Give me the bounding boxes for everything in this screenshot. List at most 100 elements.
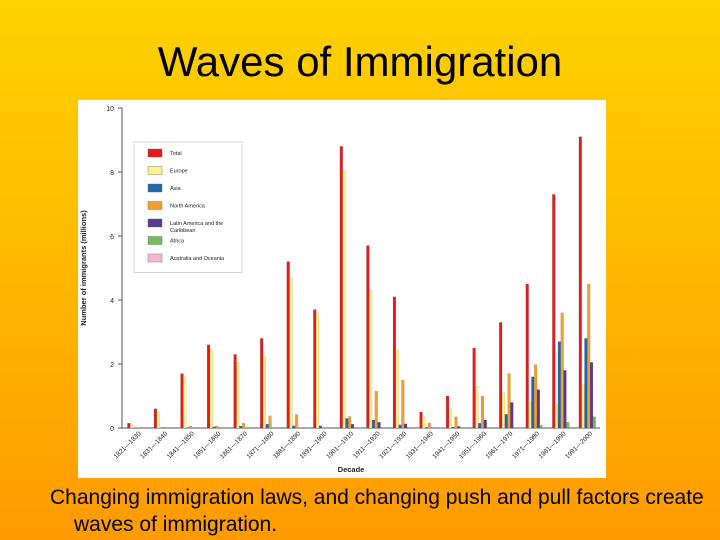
legend-label: North America <box>170 204 206 210</box>
legend-swatch <box>147 148 163 158</box>
bar-asia <box>345 418 349 429</box>
bar-total <box>578 136 582 429</box>
bar-total <box>445 395 450 429</box>
immigration-bar-chart: 0 2 4 6 8 10 Number of immigrants (millions) De… <box>79 106 600 474</box>
bar-europe <box>422 416 426 429</box>
bar-north-america <box>560 312 564 429</box>
bar-europe <box>528 402 532 429</box>
bar-total <box>366 245 370 429</box>
bar-latin-america-and-the-caribbean <box>510 402 514 429</box>
bar-europe <box>581 384 585 429</box>
bar-asia <box>425 427 429 429</box>
bar-total <box>127 423 131 429</box>
bar-europe <box>501 392 506 429</box>
legend-swatch <box>147 253 163 263</box>
y-tick-label: 6 <box>110 234 114 241</box>
bar-north-america <box>295 414 299 429</box>
bar-asia <box>451 426 455 429</box>
bar-north-america <box>427 422 431 429</box>
bar-asia <box>292 425 296 429</box>
bar-asia <box>584 338 588 429</box>
bar-total <box>339 146 343 429</box>
bar-africa <box>566 422 570 429</box>
bar-total <box>472 347 476 429</box>
bar-asia <box>265 424 269 429</box>
bar-latin-america-and-the-caribbean <box>483 419 487 429</box>
bar-total <box>552 194 556 429</box>
legend-swatch <box>147 218 163 228</box>
y-axis-label: Number of immigrants (millions) <box>79 210 88 326</box>
legend-label: Asia <box>170 186 182 192</box>
bar-north-america <box>401 379 405 429</box>
bar-north-america <box>162 426 166 429</box>
bar-asia <box>212 426 216 429</box>
legend-swatch <box>147 201 163 210</box>
bar-europe <box>369 290 373 429</box>
bar-north-america <box>215 425 219 429</box>
bar-north-america <box>507 373 511 429</box>
bar-north-america <box>268 415 272 429</box>
bar-europe <box>209 349 213 429</box>
bar-total <box>180 373 184 429</box>
bars <box>127 136 596 429</box>
bar-europe <box>316 312 320 429</box>
bar-total <box>499 322 503 429</box>
bar-europe <box>475 386 479 429</box>
legend-label: Europe <box>170 169 188 175</box>
bar-total <box>206 344 211 429</box>
bar-north-america <box>188 425 192 429</box>
bar-africa <box>539 425 543 429</box>
bar-asia <box>318 425 322 429</box>
bar-europe <box>183 376 187 429</box>
bar-north-america <box>348 416 352 429</box>
bar-asia <box>371 419 376 429</box>
bar-europe <box>342 170 346 429</box>
slide-title: Waves of Immigration <box>157 38 563 85</box>
bar-north-america <box>374 391 378 429</box>
legend-swatch <box>147 166 163 175</box>
bar-total <box>525 283 529 429</box>
bar-latin-america-and-the-caribbean <box>350 424 355 429</box>
y-tick-label: 2 <box>110 362 114 369</box>
legend-label: Latin America and the <box>170 221 223 227</box>
x-tick-label: 1991—2000 <box>564 430 594 460</box>
bar-north-america <box>241 423 246 429</box>
bar-europe <box>395 349 399 429</box>
bar-total <box>153 408 157 429</box>
bar-europe <box>130 424 134 429</box>
bar-latin-america-and-the-caribbean <box>536 389 540 429</box>
bar-north-america <box>480 395 485 429</box>
bar-europe <box>156 411 160 429</box>
bar-latin-america-and-the-caribbean <box>563 370 567 429</box>
bar-asia <box>504 414 508 429</box>
bar-total <box>260 338 264 429</box>
y-tick-label: 8 <box>110 170 114 177</box>
bar-latin-america-and-the-caribbean <box>377 422 381 429</box>
legend-label: Total <box>170 151 182 157</box>
bar-latin-america-and-the-caribbean <box>457 426 461 429</box>
axes <box>118 107 600 429</box>
y-tick-label: 0 <box>110 426 114 433</box>
bar-latin-america-and-the-caribbean <box>404 423 408 429</box>
bar-north-america <box>534 364 538 429</box>
bar-total <box>233 354 237 429</box>
bar-asia <box>398 424 402 429</box>
bar-total <box>313 309 317 429</box>
bar-asia <box>239 425 243 429</box>
bar-asia <box>557 341 561 429</box>
bar-latin-america-and-the-caribbean <box>589 362 594 429</box>
bar-europe <box>236 362 240 429</box>
slide-caption: Changing immigration laws, and changing … <box>50 486 704 536</box>
legend-swatch <box>147 183 163 193</box>
x-axis-label: Decade <box>338 465 365 474</box>
legend-label: Caribbean <box>170 228 195 234</box>
bar-north-america <box>587 283 591 429</box>
bar-europe <box>289 277 293 429</box>
bar-total <box>286 261 290 429</box>
x-tick-label: 1901—1910 <box>325 430 355 460</box>
bar-asia <box>478 423 482 429</box>
legend: Total Europe Asia North America Latin Americ… <box>133 141 243 273</box>
legend-label: Australia and Oceania <box>170 256 225 262</box>
bar-europe <box>555 403 559 429</box>
legend-swatch <box>147 236 163 245</box>
